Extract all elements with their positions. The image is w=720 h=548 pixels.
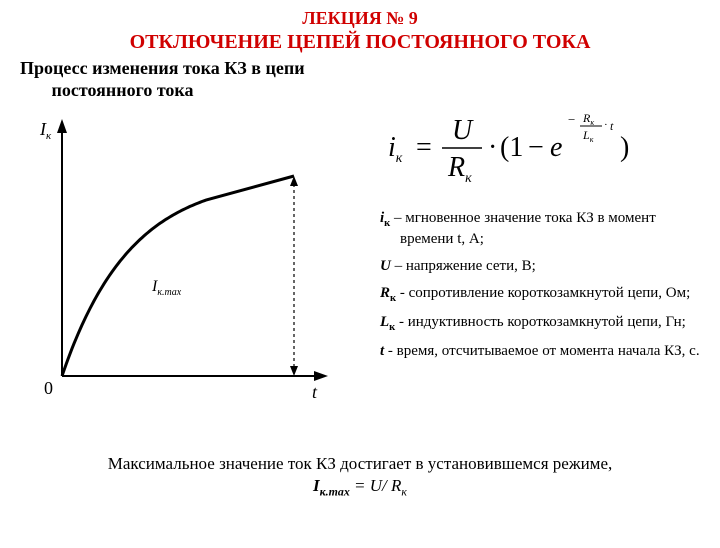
svg-text:U: U xyxy=(452,115,474,146)
legend-item: iк – мгновенное значение тока КЗ в момен… xyxy=(370,209,700,249)
svg-text:e: e xyxy=(550,132,562,163)
formula-svg: iк=URк·(1−e−RкLк·t) xyxy=(380,106,660,186)
legend-item: U – напряжение сети, В; xyxy=(370,257,700,276)
footer-eq-lhs: I xyxy=(313,476,320,495)
lecture-number: ЛЕКЦИЯ № 9 xyxy=(0,8,720,29)
legend-item: Rк - сопротивление короткозамкнутой цепи… xyxy=(370,284,700,305)
svg-text:(1: (1 xyxy=(500,132,523,163)
formula-and-legend: iк=URк·(1−e−RкLк·t) iк – мгновенное знач… xyxy=(370,101,700,369)
footer-eq-lhs-sub: к.max xyxy=(320,485,350,499)
lecture-title: ОТКЛЮЧЕНИЕ ЦЕПЕЙ ПОСТОЯННОГО ТОКА xyxy=(0,31,720,54)
lecture-subtitle: Процесс изменения тока КЗ в цепи постоян… xyxy=(20,58,720,101)
footer-text: Максимальное значение ток КЗ достигает в… xyxy=(108,454,613,473)
footer-eq-rhs-sub: к xyxy=(401,485,407,499)
legend-item: t - время, отсчитываемое от момента нача… xyxy=(370,342,700,361)
footer-eq-mid: = U/ R xyxy=(350,476,402,495)
subtitle-line1: Процесс изменения тока КЗ в цепи xyxy=(20,58,305,78)
legend: iк – мгновенное значение тока КЗ в момен… xyxy=(370,209,700,361)
svg-text:0: 0 xyxy=(44,378,53,398)
svg-text:−: − xyxy=(528,132,544,163)
subtitle-line2: постоянного тока xyxy=(52,80,194,100)
chart: Iк 0 t Iк.max xyxy=(22,111,342,411)
chart-svg: Iк 0 t Iк.max xyxy=(22,111,342,411)
svg-text:t: t xyxy=(312,382,318,402)
legend-item: Lк - индуктивность короткозамкнутой цепи… xyxy=(370,313,700,334)
svg-text:·: · xyxy=(488,132,497,163)
svg-text:): ) xyxy=(620,132,629,163)
svg-text:Lк: Lк xyxy=(582,128,594,144)
footer-equation: Iк.max = U/ Rк xyxy=(313,476,407,495)
svg-text:Iк: Iк xyxy=(39,119,52,142)
svg-text:Rк: Rк xyxy=(582,111,594,127)
svg-text:t: t xyxy=(610,119,614,133)
svg-text:−: − xyxy=(568,112,575,127)
svg-text:·: · xyxy=(604,119,608,131)
svg-text:iк: iк xyxy=(388,132,403,166)
svg-text:Iк.max: Iк.max xyxy=(151,278,182,298)
svg-text:=: = xyxy=(416,132,432,163)
footer: Максимальное значение ток КЗ достигает в… xyxy=(0,453,720,500)
svg-text:Rк: Rк xyxy=(447,152,472,186)
